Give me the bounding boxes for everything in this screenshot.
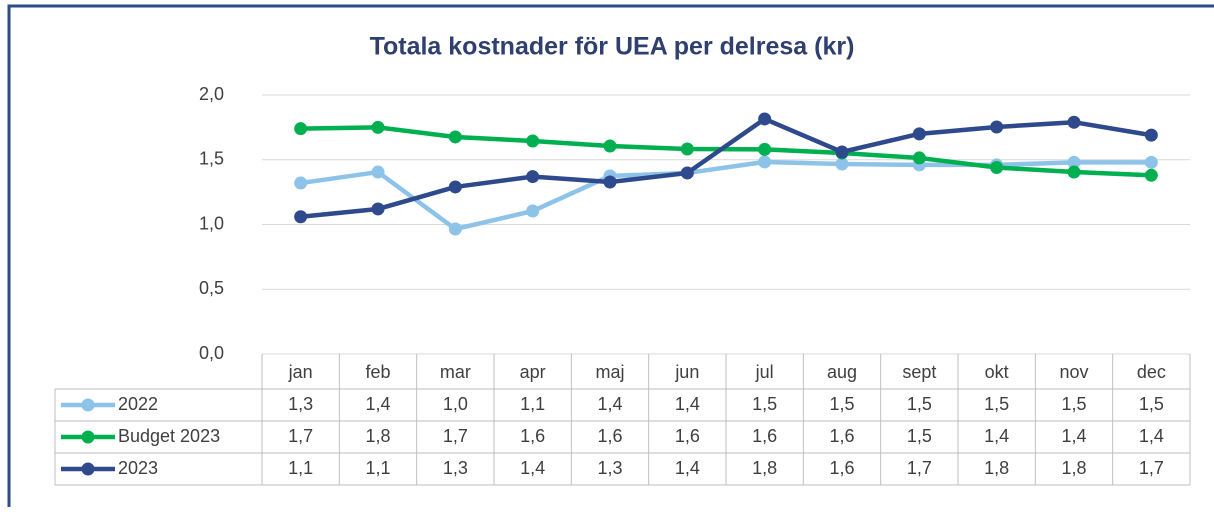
marker [835,145,849,159]
marker [448,180,462,194]
marker [1144,168,1158,182]
data-label: 1,3 [443,458,468,478]
data-label: 1,8 [365,426,390,446]
marker [835,157,849,171]
data-label: 1,8 [752,458,777,478]
legend-marker [81,430,95,444]
marker [371,165,385,179]
data-label: 1,4 [597,394,622,414]
data-label: 1,0 [443,394,468,414]
legend-label: Budget 2023 [118,426,220,446]
marker [371,120,385,134]
marker [371,202,385,216]
marker [680,166,694,180]
data-label: 1,5 [1139,394,1164,414]
legend-marker [81,398,95,412]
marker [758,112,772,126]
frame [7,4,1214,507]
line [300,116,1152,219]
marker [990,120,1004,134]
data-label: 1,5 [752,394,777,414]
x-tick-label: jul [755,362,774,382]
marker [1067,115,1081,129]
data-label: 1,6 [520,426,545,446]
data-label: 1,5 [907,394,932,414]
data-label: 1,5 [829,394,854,414]
y-tick-label: 0,5 [199,278,224,298]
x-tick-label: feb [365,362,390,382]
data-label: 1,7 [1139,458,1164,478]
x-tick-label: okt [985,362,1009,382]
marker [1067,165,1081,179]
x-tick-label: nov [1059,362,1088,382]
data-label: 1,5 [907,426,932,446]
marker [526,134,540,148]
data-label: 1,7 [443,426,468,446]
marker [1067,155,1081,169]
data-label: 1,4 [675,394,700,414]
marker [526,170,540,184]
data-label: 1,4 [520,458,545,478]
y-tick-label: 0,0 [199,343,224,363]
marker [1144,128,1158,142]
line [300,159,1152,232]
data-label: 1,6 [752,426,777,446]
x-tick-label: sept [902,362,936,382]
data-label: 1,7 [288,426,313,446]
x-tick-label: jan [288,362,313,382]
marker [912,151,926,165]
data-label: 1,4 [675,458,700,478]
x-tick-label: maj [595,362,624,382]
x-tick-label: mar [440,362,471,382]
marker [294,210,308,224]
marker [526,204,540,218]
data-label: 1,6 [597,426,622,446]
marker [758,142,772,156]
marker [294,122,308,136]
chart-title: Totala kostnader för UEA per delresa (kr… [370,33,855,61]
data-label: 1,1 [365,458,390,478]
data-label: 1,3 [288,394,313,414]
data-label: 1,8 [984,458,1009,478]
data-label: 1,6 [829,426,854,446]
marker [603,139,617,153]
data-label: 1,6 [829,458,854,478]
data-label: 1,8 [1061,458,1086,478]
y-tick-label: 1,5 [199,149,224,169]
data-label: 1,1 [520,394,545,414]
x-tick-label: dec [1137,362,1166,382]
marker [758,155,772,169]
data-label: 1,5 [984,394,1009,414]
marker [1144,155,1158,169]
marker [448,130,462,144]
data-label: 1,6 [675,426,700,446]
data-label: 1,3 [597,458,622,478]
marker [990,161,1004,175]
y-tick-label: 2,0 [199,84,224,104]
data-label: 1,4 [984,426,1009,446]
legend-label: 2022 [118,394,158,414]
x-tick-label: apr [520,362,546,382]
data-label: 1,4 [1139,426,1164,446]
marker [912,127,926,141]
data-label: 1,4 [1061,426,1086,446]
data-label: 1,5 [1061,394,1086,414]
line [300,125,1152,178]
marker [294,176,308,190]
x-tick-label: aug [827,362,857,382]
legend-label: 2023 [118,458,158,478]
marker [680,142,694,156]
legend-marker [81,462,95,476]
y-tick-label: 1,0 [199,213,224,233]
marker [448,222,462,236]
x-tick-label: jun [674,362,699,382]
marker [603,175,617,189]
data-label: 1,4 [365,394,390,414]
data-label: 1,7 [907,458,932,478]
data-label: 1,1 [288,458,313,478]
